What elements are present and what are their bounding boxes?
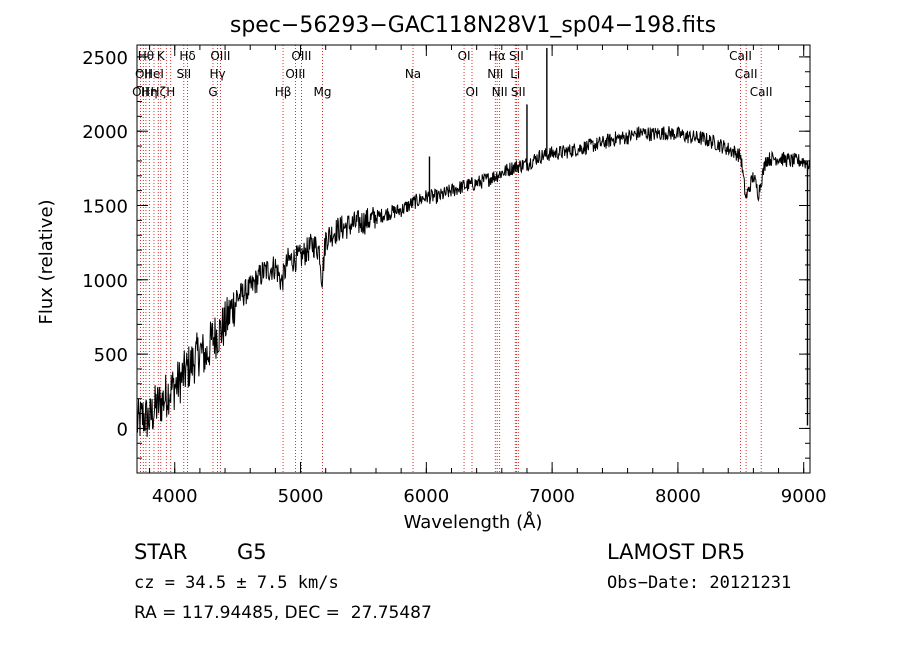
spectral-line-label: SII [509, 49, 524, 63]
spectral-line-label: Mg [314, 85, 332, 99]
y-axis: 0 500 1000 1500 2000 2500 [82, 48, 810, 474]
x-tick-label: 5000 [278, 486, 324, 507]
coordinates: RA = 117.94485, DEC = 27.75487 [134, 603, 432, 623]
spectral-line-label: Li [510, 67, 520, 81]
spectrum-line [136, 126, 811, 437]
y-tick-label: 500 [94, 345, 128, 366]
survey-name: LAMOST DR5 [607, 540, 746, 564]
spectral-line-label: CaII [729, 49, 752, 63]
y-tick-label: 1000 [82, 271, 128, 292]
spectral-line-label: OI [465, 85, 478, 99]
observation-date: Obs−Date: 20121231 [607, 573, 792, 593]
spectral-line-label: HeI [144, 67, 164, 81]
spectral-line-label: Hα [489, 49, 506, 63]
spectral-line-label: OIII [210, 49, 230, 63]
x-tick-label: 6000 [403, 486, 449, 507]
x-tick-label: 8000 [655, 486, 701, 507]
x-tick-label: 7000 [529, 486, 575, 507]
plot-frame [136, 44, 811, 474]
x-axis-label: Wavelength (Å) [404, 511, 543, 533]
spectral-line-label: NII [492, 85, 508, 99]
emission-lines: OIIOIIHθHηHeIHζKHSIIHδGHγOIIIHβOIIIOIIIM… [132, 45, 773, 473]
subclass: G5 [237, 540, 267, 564]
spectral-line-label: NII [487, 67, 503, 81]
object-type: STAR [134, 540, 188, 564]
spectral-line-label: Hβ [275, 85, 292, 99]
x-axis: 4000 5000 6000 7000 8000 9000 [149, 45, 827, 507]
x-tick-label: 9000 [781, 486, 827, 507]
spectral-line-label: OII [135, 67, 152, 81]
redshift-cz: cz = 34.5 ± 7.5 km/s [134, 573, 339, 593]
spectral-line-label: Hθ [138, 49, 154, 63]
spectral-line-label: OIII [291, 49, 311, 63]
y-tick-label: 2000 [82, 122, 128, 143]
spectral-line-label: SII [176, 67, 191, 81]
spectral-line-label: Na [405, 67, 421, 81]
y-tick-label: 2500 [82, 48, 128, 69]
spectral-line-label: OI [458, 49, 471, 63]
spectral-line-label: H [166, 85, 175, 99]
spectral-line-label: SII [511, 85, 526, 99]
spectral-line-label: G [208, 85, 217, 99]
spectral-line-label: Hη [141, 85, 158, 99]
chart-title: spec−56293−GAC118N28V1_sp04−198.fits [230, 13, 716, 38]
spectral-line-label: K [157, 49, 166, 63]
spectral-line-label: Hγ [209, 67, 225, 81]
spectral-line-label: Hδ [179, 49, 195, 63]
y-tick-label: 0 [117, 419, 128, 440]
y-axis-label: Flux (relative) [36, 199, 57, 324]
y-tick-label: 1500 [82, 197, 128, 218]
spectral-line-label: OIII [285, 67, 305, 81]
spectrum-trace [136, 47, 811, 437]
spectral-line-label: CaII [735, 67, 758, 81]
x-tick-label: 4000 [152, 486, 198, 507]
spectral-line-label: Hζ [150, 85, 166, 99]
spectral-line-label: OII [132, 85, 149, 99]
spectral-line-label: CaII [750, 85, 773, 99]
